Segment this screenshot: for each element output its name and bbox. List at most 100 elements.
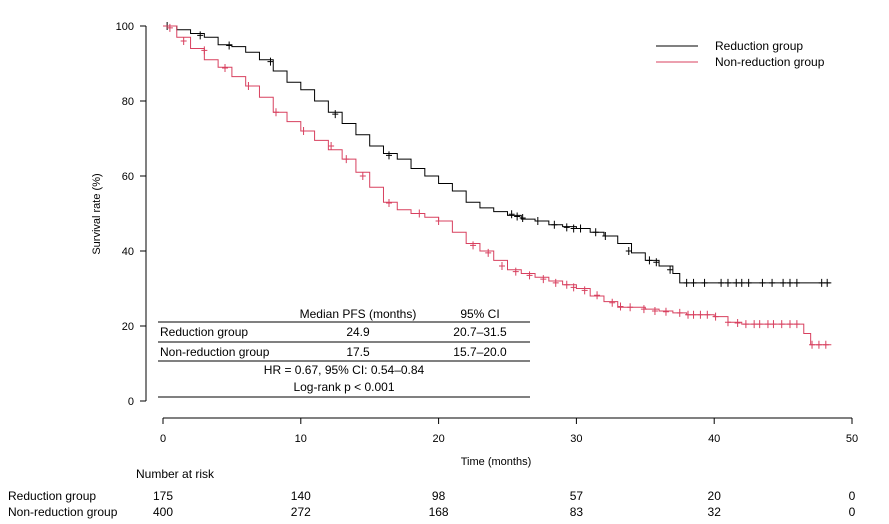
x-tick-label: 0 <box>160 433 166 445</box>
censor-mark <box>385 199 392 207</box>
censor-mark <box>617 302 624 311</box>
legend-label-reduction: Reduction group <box>715 39 803 53</box>
censor-mark <box>759 278 766 287</box>
stats-table: Median PFS (months) 95% CI Reduction gro… <box>158 307 530 398</box>
censor-mark <box>683 278 690 287</box>
table-header-median: Median PFS (months) <box>300 307 417 321</box>
censor-mark <box>416 209 423 218</box>
censor-mark <box>498 262 505 270</box>
censor-mark <box>577 224 584 233</box>
censor-mark <box>508 210 515 219</box>
censor-mark <box>602 232 609 240</box>
censor-mark <box>653 258 660 267</box>
x-tick-label: 40 <box>708 433 720 445</box>
censor-mark <box>745 278 752 287</box>
table-cell-median: 24.9 <box>346 325 370 339</box>
censor-mark <box>724 318 731 327</box>
x-ticks: 0 10 20 30 40 50 <box>160 418 858 445</box>
censor-mark <box>704 310 711 319</box>
censor-mark <box>267 57 274 66</box>
censor-mark <box>526 271 533 280</box>
censor-mark <box>824 278 831 287</box>
censor-mark <box>581 286 588 295</box>
censor-mark <box>793 278 800 287</box>
censor-mark <box>627 303 634 312</box>
censor-mark <box>300 127 307 135</box>
censor-mark <box>343 155 350 164</box>
table-row-label: Reduction group <box>160 325 248 339</box>
censor-mark <box>385 151 392 160</box>
censor-mark <box>592 228 599 237</box>
risk-value: 400 <box>153 505 173 519</box>
censor-mark <box>738 278 745 287</box>
censor-mark <box>512 267 519 276</box>
x-tick-label: 10 <box>295 433 307 445</box>
censor-mark <box>690 310 697 319</box>
censor-mark <box>332 110 339 119</box>
censor-mark <box>563 223 570 232</box>
log-rank-note: Log-rank p < 0.001 <box>293 380 394 394</box>
censor-mark <box>328 142 335 150</box>
y-tick-label: 80 <box>122 96 134 108</box>
table-row-label: Non-reduction group <box>160 345 270 359</box>
censor-mark <box>676 308 683 317</box>
censor-mark <box>180 37 187 45</box>
censor-mark <box>734 319 741 327</box>
censor-mark <box>519 214 526 222</box>
censor-mark <box>697 310 704 319</box>
risk-value: 20 <box>708 489 722 503</box>
legend: Reduction group Non-reduction group <box>656 39 825 69</box>
x-axis-label: Time (months) <box>461 456 532 468</box>
y-tick-label: 0 <box>128 396 134 408</box>
y-tick-label: 20 <box>122 321 134 333</box>
censor-mark <box>701 278 708 287</box>
censor-mark <box>780 278 787 287</box>
censor-mark <box>514 212 521 221</box>
censor-mark <box>778 320 785 329</box>
risk-value: 32 <box>708 505 722 519</box>
censor-mark <box>809 340 816 349</box>
censor-mark <box>786 278 793 287</box>
censor-mark <box>166 23 173 32</box>
risk-value: 0 <box>849 505 856 519</box>
censor-mark <box>226 41 233 50</box>
y-tick-label: 100 <box>116 21 134 33</box>
censor-mark <box>786 320 793 329</box>
censor-mark <box>690 278 697 287</box>
table-cell-ci: 15.7–20.0 <box>453 345 507 359</box>
y-tick-label: 40 <box>122 246 134 258</box>
table-cell-median: 17.5 <box>346 345 370 359</box>
survival-curves <box>163 22 832 349</box>
risk-table: Number at risk Reduction group Non-reduc… <box>8 467 856 519</box>
censor-mark <box>712 312 719 321</box>
y-axis-label: Survival rate (%) <box>91 173 103 254</box>
risk-value: 83 <box>570 505 584 519</box>
censor-mark <box>201 46 208 55</box>
censor-mark <box>742 320 749 329</box>
censor-mark <box>822 340 829 349</box>
censor-mark <box>359 172 366 180</box>
risk-value: 57 <box>570 489 584 503</box>
x-tick-label: 50 <box>846 433 858 445</box>
censor-mark <box>551 220 558 229</box>
censor-mark <box>651 307 658 315</box>
censor-mark <box>534 217 541 225</box>
censor-mark <box>751 320 758 329</box>
plot-area: 0 20 40 60 80 100 0 10 20 30 40 50 Survival rate (… <box>91 21 858 468</box>
censor-mark <box>793 320 800 329</box>
censor-mark <box>625 247 632 255</box>
censor-mark <box>815 340 822 349</box>
table-header-ci: 95% CI <box>460 307 499 321</box>
censor-mark <box>435 217 442 225</box>
censor-mark <box>764 320 771 329</box>
censor-mark <box>552 278 559 287</box>
y-tick-label: 60 <box>122 171 134 183</box>
censor-mark <box>245 82 252 90</box>
censor-mark <box>485 248 492 257</box>
x-tick-label: 20 <box>432 433 444 445</box>
censor-mark <box>272 108 279 117</box>
risk-values: 175 140 98 57 20 0 400 272 168 83 32 0 <box>153 489 856 519</box>
series-line-1 <box>163 25 832 346</box>
table-cell-ci: 20.7–31.5 <box>453 325 507 339</box>
censor-mark <box>733 278 740 287</box>
